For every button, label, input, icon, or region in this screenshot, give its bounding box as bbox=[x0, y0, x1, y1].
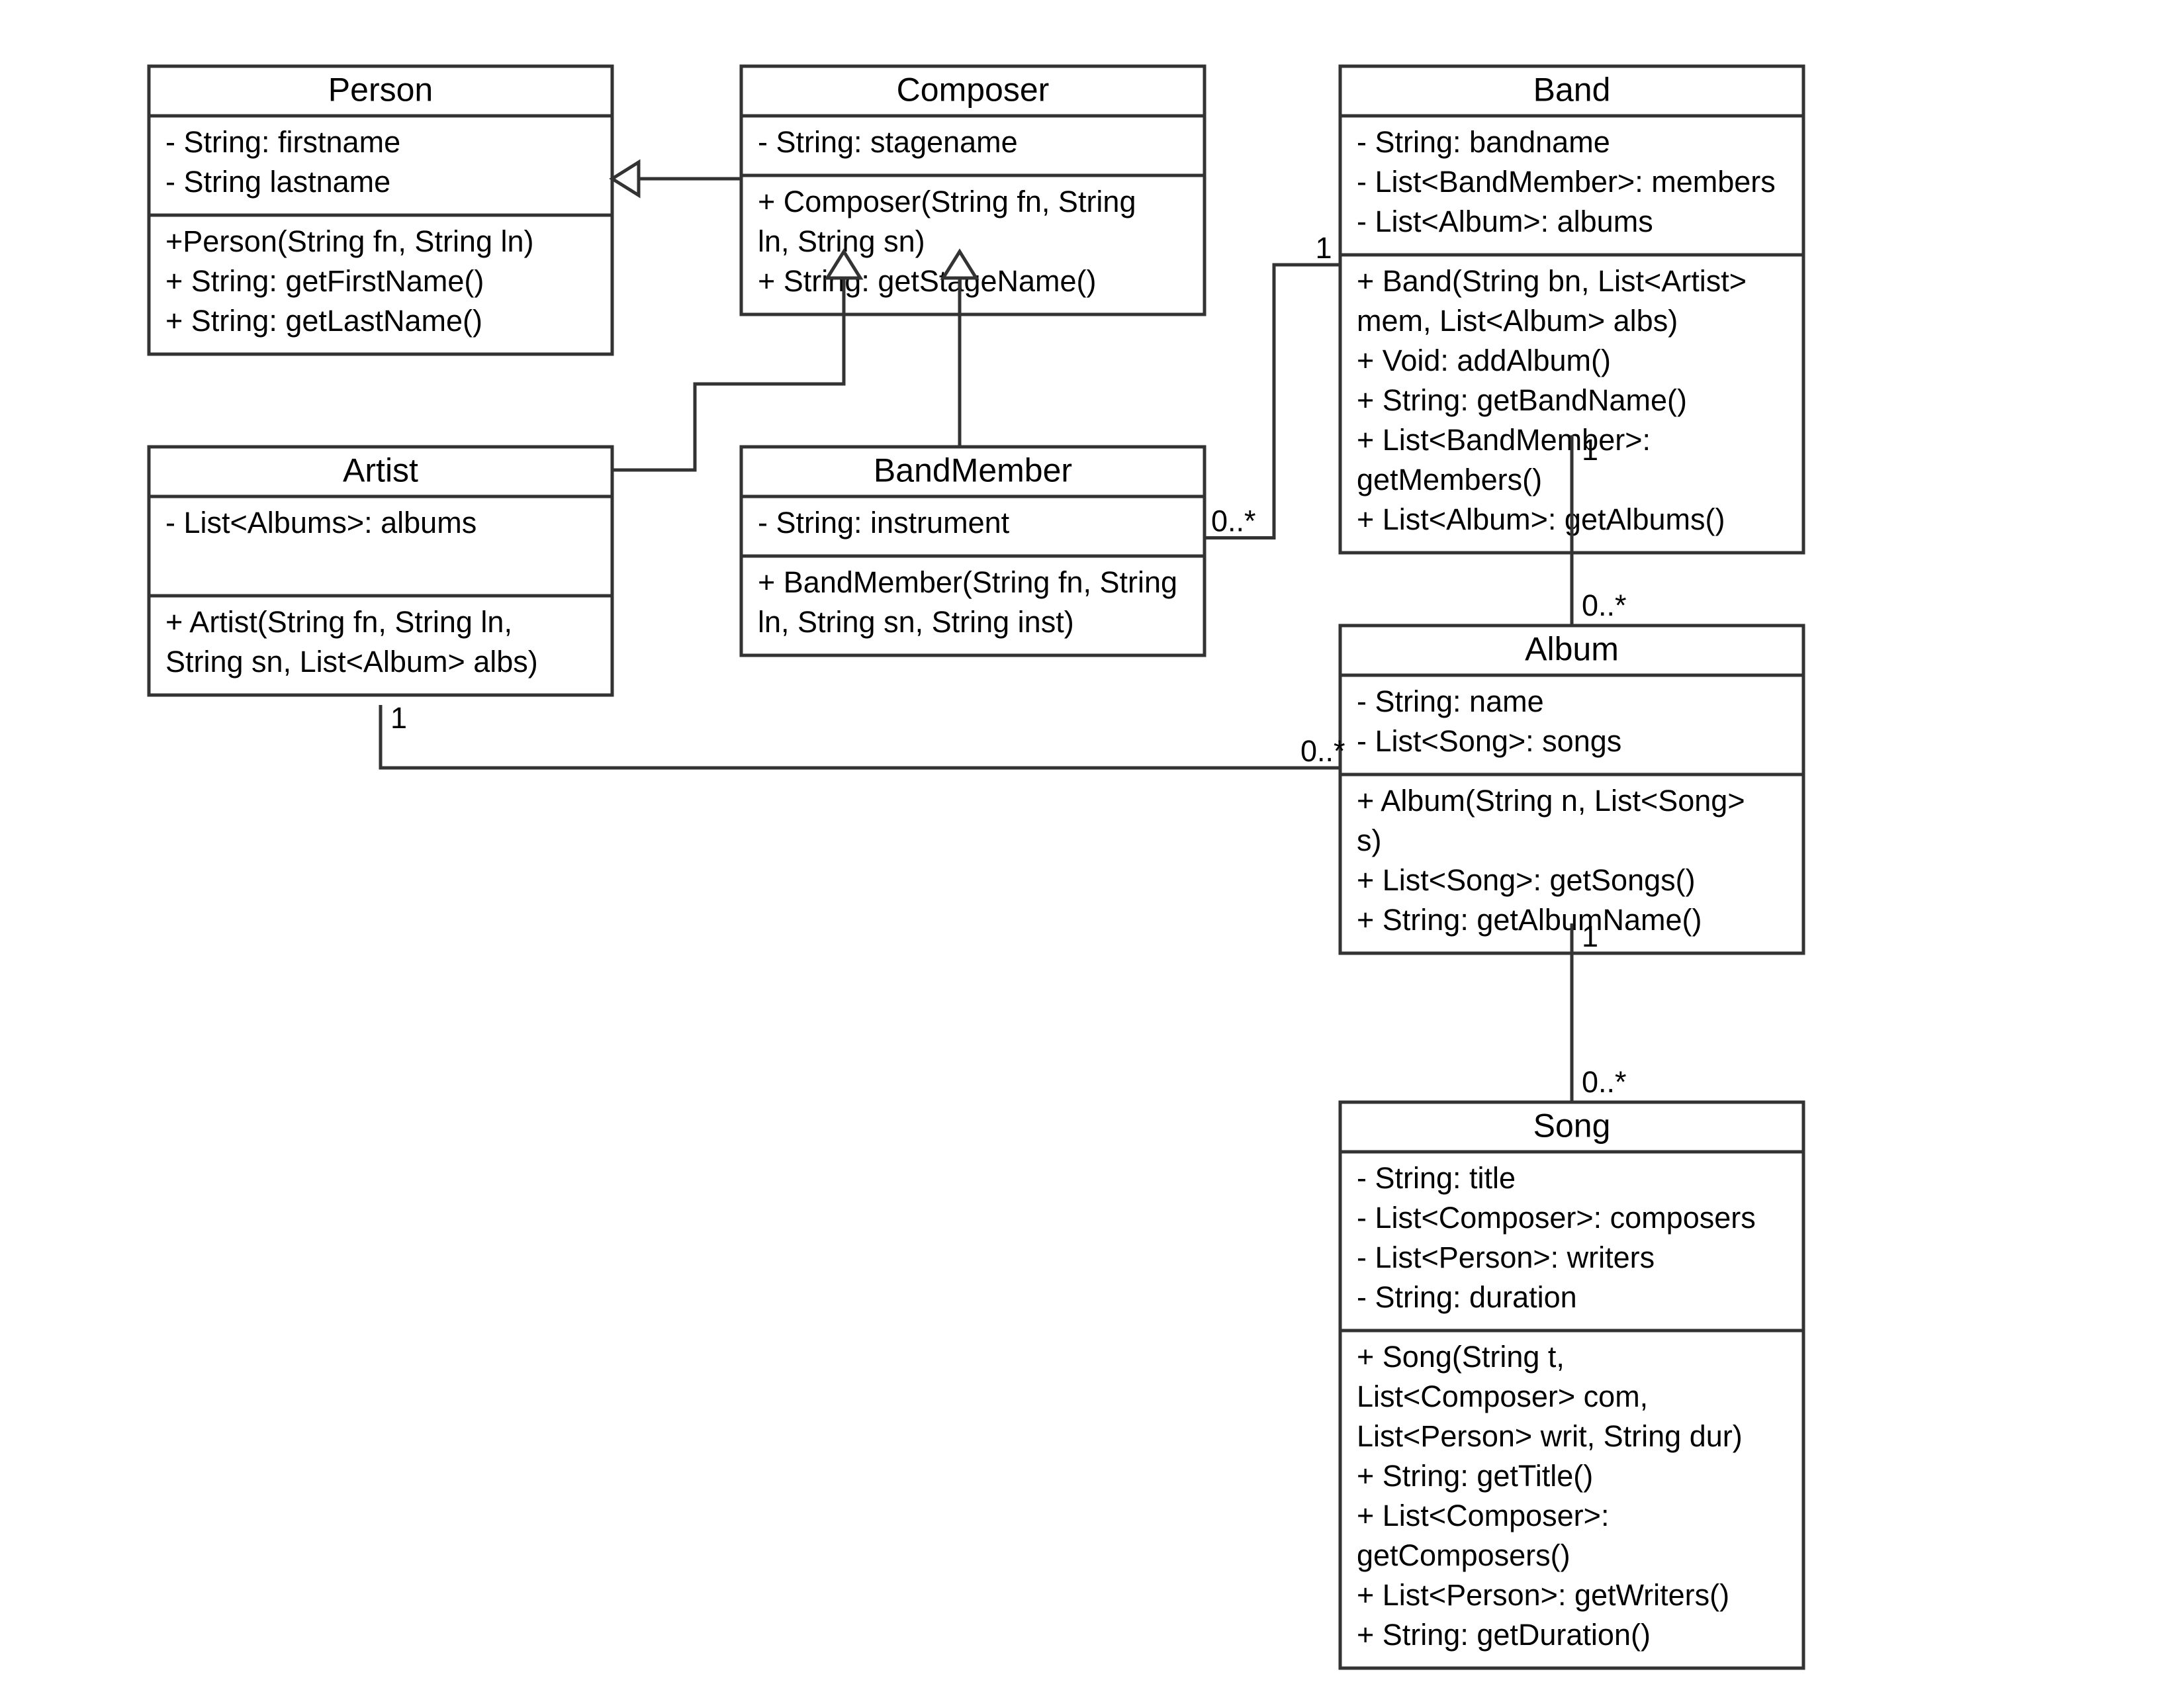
svg-text:- List<Albums>: albums: - List<Albums>: albums bbox=[165, 506, 477, 539]
svg-text:Album: Album bbox=[1525, 631, 1619, 668]
svg-text:+ BandMember(String fn, String: + BandMember(String fn, String bbox=[758, 565, 1177, 599]
svg-text:- String: bandname: - String: bandname bbox=[1357, 125, 1610, 159]
svg-text:- List<BandMember>: members: - List<BandMember>: members bbox=[1357, 165, 1776, 199]
svg-text:+ List<Composer>:: + List<Composer>: bbox=[1357, 1499, 1609, 1532]
svg-text:1: 1 bbox=[1582, 919, 1598, 953]
svg-text:- List<Song>: songs: - List<Song>: songs bbox=[1357, 724, 1621, 758]
svg-text:Band: Band bbox=[1533, 71, 1611, 109]
svg-text:String sn, List<Album> albs): String sn, List<Album> albs) bbox=[165, 645, 538, 679]
class-album: Album - String: name - List<Song>: songs + … bbox=[1340, 626, 1803, 953]
svg-text:getMembers(): getMembers() bbox=[1357, 463, 1542, 496]
svg-text:+ String: getLastName(): + String: getLastName() bbox=[165, 304, 482, 338]
svg-text:List<Person> writ, String dur): List<Person> writ, String dur) bbox=[1357, 1419, 1743, 1453]
svg-text:+ Void: addAlbum(): + Void: addAlbum() bbox=[1357, 344, 1611, 377]
svg-text:Song: Song bbox=[1533, 1107, 1611, 1145]
svg-text:mem, List<Album> albs): mem, List<Album> albs) bbox=[1357, 304, 1678, 338]
svg-text:- String: duration: - String: duration bbox=[1357, 1280, 1577, 1314]
svg-text:- List<Person>: writers: - List<Person>: writers bbox=[1357, 1241, 1655, 1274]
svg-text:+ String: getFirstName(): + String: getFirstName() bbox=[165, 264, 484, 298]
svg-text:+ Composer(String fn, String: + Composer(String fn, String bbox=[758, 185, 1136, 218]
svg-text:+ String: getStageName(): + String: getStageName() bbox=[758, 264, 1097, 298]
svg-text:+ List<Person>: getWriters(): + List<Person>: getWriters() bbox=[1357, 1578, 1729, 1612]
svg-text:+ List<Song>: getSongs(): + List<Song>: getSongs() bbox=[1357, 863, 1696, 897]
svg-text:Person: Person bbox=[328, 71, 433, 109]
svg-text:List<Composer> com,: List<Composer> com, bbox=[1357, 1380, 1648, 1413]
class-song: Song - String: title - List<Composer>: com… bbox=[1340, 1102, 1803, 1668]
svg-text:- String: instrument: - String: instrument bbox=[758, 506, 1010, 539]
svg-text:getComposers(): getComposers() bbox=[1357, 1538, 1570, 1572]
svg-text:Artist: Artist bbox=[343, 452, 418, 489]
svg-text:- List<Album>: albums: - List<Album>: albums bbox=[1357, 205, 1653, 238]
svg-text:- String: name: - String: name bbox=[1357, 684, 1544, 718]
svg-text:s): s) bbox=[1357, 823, 1382, 857]
svg-text:- List<Composer>: composers: - List<Composer>: composers bbox=[1357, 1201, 1756, 1235]
uml-class-diagram: Person - String: firstname - String lastna… bbox=[0, 0, 2184, 1688]
svg-text:+Person(String fn, String ln): +Person(String fn, String ln) bbox=[165, 224, 534, 258]
svg-text:1: 1 bbox=[390, 701, 407, 735]
svg-text:- String: firstname: - String: firstname bbox=[165, 125, 400, 159]
class-artist: Artist - List<Albums>: albums + Artist(Str… bbox=[149, 447, 612, 695]
svg-text:- String lastname: - String lastname bbox=[165, 165, 390, 199]
svg-text:+ Album(String n, List<Song>: + Album(String n, List<Song> bbox=[1357, 784, 1745, 818]
svg-text:ln, String sn, String inst): ln, String sn, String inst) bbox=[758, 605, 1074, 639]
svg-text:+ String: getAlbumName(): + String: getAlbumName() bbox=[1357, 903, 1702, 937]
svg-text:Composer: Composer bbox=[897, 71, 1050, 109]
svg-text:+ String: getBandName(): + String: getBandName() bbox=[1357, 383, 1687, 417]
svg-text:0..*: 0..* bbox=[1582, 588, 1627, 622]
svg-text:BandMember: BandMember bbox=[874, 452, 1072, 489]
svg-text:+ Artist(String fn, String ln,: + Artist(String fn, String ln, bbox=[165, 605, 512, 639]
svg-text:+ Song(String t,: + Song(String t, bbox=[1357, 1340, 1565, 1374]
svg-text:- String: title: - String: title bbox=[1357, 1161, 1516, 1195]
class-person: Person - String: firstname - String lastna… bbox=[149, 66, 612, 354]
svg-text:+ Band(String bn, List<Artist>: + Band(String bn, List<Artist> bbox=[1357, 264, 1747, 298]
class-bandmember: BandMember - String: instrument + BandMemb… bbox=[741, 447, 1205, 655]
svg-text:1: 1 bbox=[1582, 433, 1598, 467]
svg-text:+ List<Album>: getAlbums(): + List<Album>: getAlbums() bbox=[1357, 502, 1725, 536]
svg-text:0..*: 0..* bbox=[1211, 504, 1256, 538]
svg-text:+ List<BandMember>:: + List<BandMember>: bbox=[1357, 423, 1651, 457]
svg-text:+ String: getDuration(): + String: getDuration() bbox=[1357, 1618, 1651, 1652]
svg-text:- String: stagename: - String: stagename bbox=[758, 125, 1018, 159]
svg-text:+ String: getTitle(): + String: getTitle() bbox=[1357, 1459, 1593, 1493]
svg-text:0..*: 0..* bbox=[1582, 1065, 1627, 1099]
svg-text:0..*: 0..* bbox=[1300, 734, 1345, 768]
svg-text:1: 1 bbox=[1316, 231, 1332, 265]
